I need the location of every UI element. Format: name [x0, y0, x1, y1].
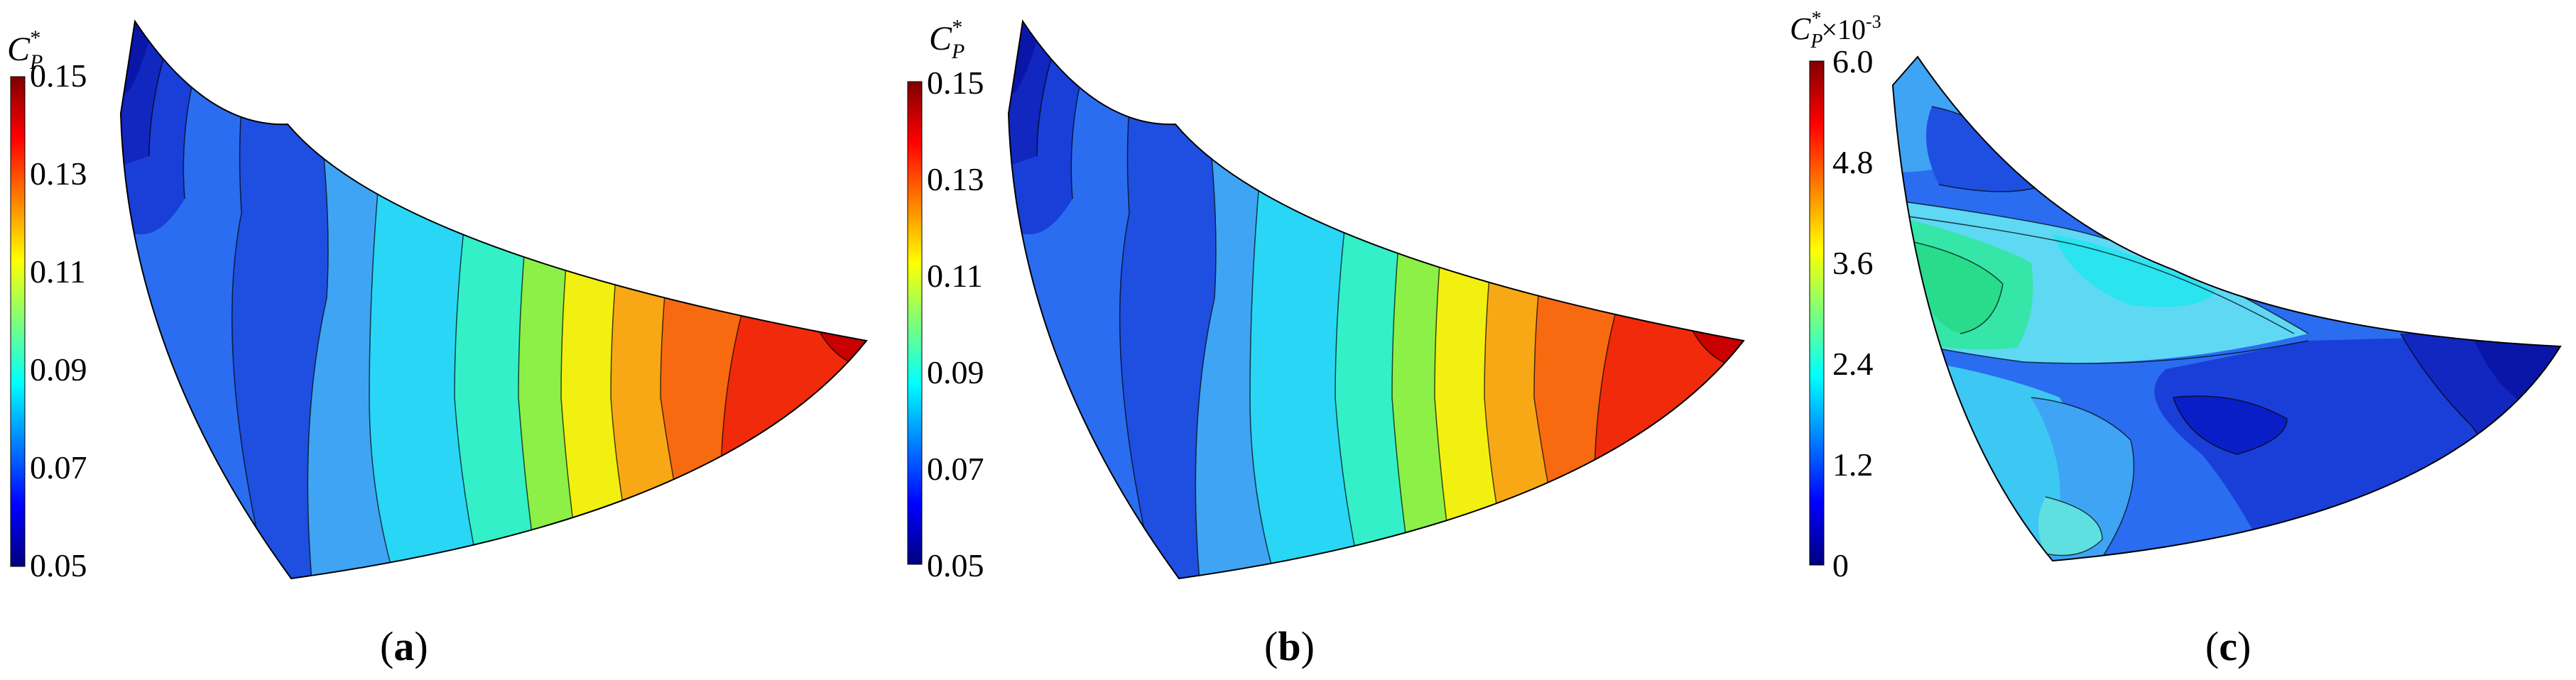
contour-plot-c: [1893, 57, 2560, 561]
colorbar-tick-c-3: 3.6: [1832, 245, 1874, 281]
colorbar-a: CP* 0.05 0.07 0.09 0.11 0.13 0.15: [7, 26, 87, 583]
colorbar-tick-c-2: 2.4: [1832, 346, 1874, 382]
colorbar-scale-c: [1809, 60, 1825, 566]
colorbar-tick-a-4: 0.13: [30, 155, 87, 192]
colorbar-tick-a-1: 0.07: [30, 449, 87, 486]
blade-outline-b: [1007, 19, 1745, 580]
panel-a: CP* 0.05 0.07 0.09 0.11 0.13 0.15 (a): [7, 19, 868, 669]
colorbar-title-b: CP*: [929, 16, 964, 63]
colorbar-tick-c-0: 0: [1832, 547, 1849, 583]
panel-label-a: (a): [380, 623, 428, 669]
colorbar-c: CP*×10-3 0 1.2 2.4 3.6 4.8 6.0: [1790, 8, 1881, 583]
colorbar-tick-c-4: 4.8: [1832, 144, 1874, 180]
colorbar-tick-a-0: 0.05: [30, 547, 87, 583]
panel-label-c: (c): [2205, 623, 2251, 669]
colorbar-title-c: CP*×10-3: [1790, 8, 1881, 53]
colorbar-tick-c-5: 6.0: [1832, 43, 1874, 79]
colorbar-tick-b-0: 0.05: [927, 547, 984, 583]
colorbar-tick-a-3: 0.11: [30, 253, 86, 290]
panel-c: CP*×10-3 0 1.2 2.4 3.6 4.8 6.0 (c): [1790, 8, 2562, 669]
colorbar-tick-b-3: 0.11: [927, 258, 983, 294]
colorbar-tick-b-5: 0.15: [927, 65, 984, 101]
colorbar-tick-c-1: 1.2: [1832, 446, 1874, 483]
colorbar-tick-b-4: 0.13: [927, 161, 984, 197]
colorbar-scale-b: [907, 81, 923, 565]
colorbar-tick-a-5: 0.15: [30, 57, 87, 94]
panel-b: CP* 0.05 0.07 0.09 0.11 0.13 0.15 (b): [907, 16, 1745, 669]
contour-plot-b: [1009, 21, 1744, 578]
colorbar-title-a: CP*: [7, 26, 43, 74]
colorbar-tick-b-1: 0.07: [927, 451, 984, 487]
blade-outline-a: [119, 19, 868, 580]
colorbar-scale-a: [10, 76, 26, 567]
contour-plot-a: [121, 21, 866, 578]
colorbar-tick-b-2: 0.09: [927, 354, 984, 390]
panel-label-b: (b): [1264, 623, 1315, 669]
colorbar-b: CP* 0.05 0.07 0.09 0.11 0.13 0.15: [907, 16, 984, 583]
colorbar-tick-a-2: 0.09: [30, 351, 87, 388]
blade-outline-c: [1891, 55, 2562, 562]
